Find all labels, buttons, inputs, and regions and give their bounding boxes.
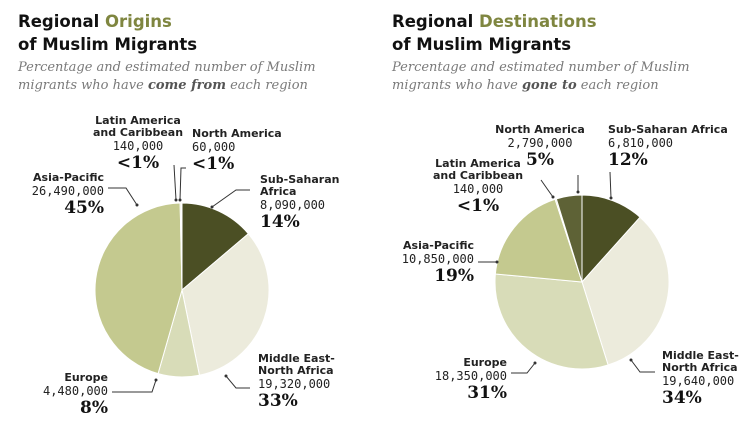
leader-dot [533,361,537,365]
value-label: 140,000 [452,182,504,196]
chart-title: Regional Destinations of Muslim Migrants [392,10,597,56]
share-label: <1% [192,154,235,174]
pie-slice [555,194,583,283]
leader-dot [178,198,182,202]
leader-line [511,362,536,374]
leader-dot [135,203,139,207]
leader-line [609,171,612,199]
leader-dot [551,195,555,199]
slice-label: Asia-Pacific 26,490,000 45% [32,172,104,218]
category-label: Asia-Pacific [403,239,474,252]
category-label: Asia-Pacific [33,171,104,184]
leader-line [540,179,554,198]
subtitle-emphasis: come from [147,78,226,93]
category-label: Europe [64,371,108,384]
subtitle-text: Percentage and estimated number of Musli… [18,60,316,93]
category-label: Middle East- North Africa [258,352,335,377]
pie-slice [180,202,183,291]
value-label: 8,090,000 [260,198,326,212]
share-label: 33% [258,391,298,411]
slice-label: North America 60,000 <1% [192,128,282,174]
slice-label: Sub-Saharan Africa 8,090,000 14% [260,174,339,232]
title-text: Regional [392,12,474,31]
share-label: 19% [434,266,474,286]
leader-line [112,379,157,393]
share-label: 12% [608,150,648,170]
leader-line [630,359,655,373]
leader-dot [576,190,580,194]
slice-label: North America 2,790,000 5% [495,124,585,170]
category-label: Sub-Saharan Africa [260,173,340,198]
leader-dot [154,378,158,382]
value-label: 18,350,000 [434,369,507,383]
share-label: 31% [467,383,507,403]
value-label: 140,000 [112,139,164,153]
pie-slice [494,273,609,370]
leader-dot [495,260,499,264]
category-label: Latin America and Caribbean [92,114,184,139]
category-label: North America [495,123,585,136]
slice-label: Latin America and Caribbean 140,000 <1% [93,115,183,173]
share-label: 34% [662,388,702,408]
pie-slice [494,198,583,283]
category-label: Sub-Saharan Africa [608,123,728,136]
slice-label: Middle East- North Africa 19,640,000 34% [662,350,739,408]
value-label: 26,490,000 [31,184,104,198]
pie-slice [94,202,183,375]
leader-line [225,375,250,389]
chart-title: Regional Origins of Muslim Migrants [18,10,197,56]
value-label: 6,810,000 [608,136,674,150]
leader-dot [210,205,214,209]
slice-label: Sub-Saharan Africa 6,810,000 12% [608,124,728,170]
value-label: 60,000 [192,140,236,154]
leader-line [179,167,186,201]
subtitle-text: each region [580,78,659,93]
pie-slice [181,233,270,376]
title-text: of Muslim Migrants [18,35,198,54]
chart-subtitle: Percentage and estimated number of Musli… [392,59,692,95]
value-label: 19,640,000 [662,374,735,388]
title-highlight: Origins [105,12,172,31]
subtitle-text: each region [230,78,308,93]
pie-slice [581,194,641,284]
leader-dot [609,196,613,200]
share-label: <1% [456,196,500,216]
category-label: Middle East- North Africa [662,349,739,374]
leader-dot [174,198,178,202]
share-label: 5% [526,150,554,170]
share-label: 8% [80,398,108,418]
subtitle-text: Percentage and estimated number of Musli… [392,60,690,93]
pie-slice [181,202,250,292]
slice-label: Asia-Pacific 10,850,000 19% [402,240,474,286]
category-label: North America [192,127,282,140]
category-label: Latin America and Caribbean [432,157,524,182]
slice-label: Middle East- North Africa 19,320,000 33% [258,353,335,411]
slice-label: Europe 18,350,000 31% [435,357,507,403]
title-text: of Muslim Migrants [392,35,572,54]
leader-dot [629,358,633,362]
title-text: Regional [18,12,100,31]
chart-subtitle: Percentage and estimated number of Musli… [18,59,318,95]
subtitle-emphasis: gone to [521,78,577,93]
category-label: Europe [463,356,507,369]
share-label: <1% [116,153,160,173]
value-label: 4,480,000 [42,384,108,398]
slice-label: Latin America and Caribbean 140,000 <1% [433,158,523,216]
share-label: 45% [64,198,104,218]
slice-label: Europe 4,480,000 8% [43,372,108,418]
leader-line [173,164,177,201]
leader-line [108,187,138,206]
title-highlight: Destinations [479,12,597,31]
value-label: 10,850,000 [401,252,474,266]
value-label: 2,790,000 [507,136,573,150]
pie-slice [581,216,670,366]
value-label: 19,320,000 [258,377,331,391]
share-label: 14% [260,212,300,232]
leader-dot [224,374,228,378]
leader-line [211,189,250,208]
